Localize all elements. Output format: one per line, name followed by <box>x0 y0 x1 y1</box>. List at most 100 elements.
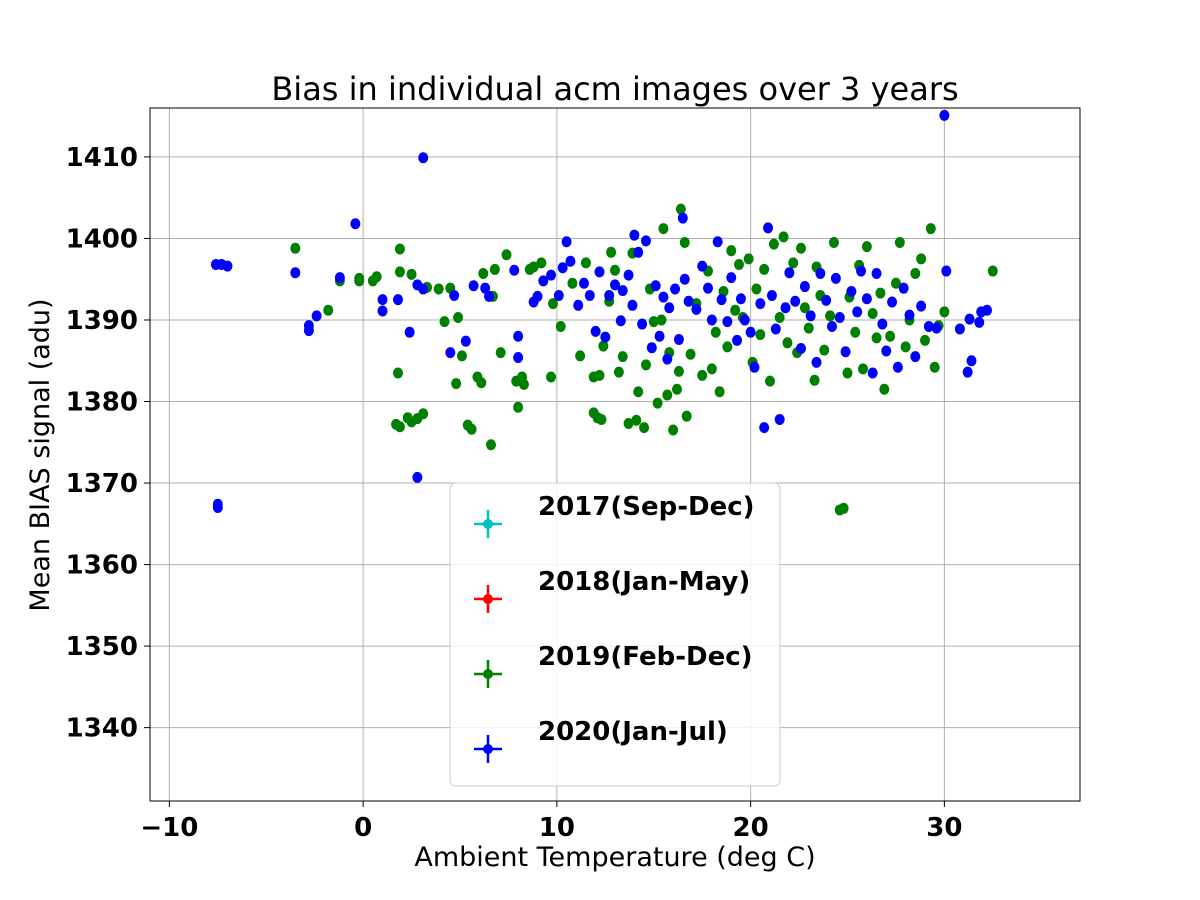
data-point <box>858 363 868 375</box>
data-point <box>394 421 405 433</box>
x-axis-ticks: −10 0 10 20 30 <box>140 801 962 843</box>
data-point <box>654 330 665 342</box>
data-point <box>393 294 403 306</box>
legend-marker-dot <box>483 744 493 754</box>
data-point <box>394 266 405 278</box>
data-point <box>546 371 557 383</box>
data-point <box>303 325 314 337</box>
data-point <box>852 306 863 318</box>
data-point <box>734 259 744 271</box>
data-point <box>404 326 415 338</box>
data-point <box>567 277 578 289</box>
data-point <box>755 298 766 310</box>
data-point <box>553 290 564 302</box>
data-point <box>670 283 681 295</box>
data-point <box>513 330 524 342</box>
data-point <box>780 302 791 314</box>
data-point <box>766 290 777 302</box>
data-point <box>610 264 620 276</box>
chart-title: Bias in individual acm images over 3 yea… <box>271 70 958 108</box>
data-point <box>830 272 841 284</box>
data-point <box>456 350 467 362</box>
data-point <box>623 418 634 430</box>
data-points <box>210 109 998 516</box>
y-tick-label: 1370 <box>66 469 138 499</box>
data-point <box>827 320 837 332</box>
data-point <box>987 265 998 277</box>
data-point <box>894 237 905 249</box>
data-point <box>631 414 642 426</box>
data-point <box>770 323 781 335</box>
data-point <box>290 242 301 254</box>
data-point <box>433 283 444 295</box>
data-point <box>290 267 301 279</box>
data-point <box>484 290 495 302</box>
legend-box <box>449 482 781 787</box>
y-tick-label: 1410 <box>66 143 138 173</box>
data-point <box>439 316 450 328</box>
data-point <box>966 355 977 367</box>
data-point <box>600 331 611 343</box>
data-point <box>489 263 500 275</box>
data-point <box>536 257 547 269</box>
data-point <box>726 272 737 284</box>
data-point <box>929 361 940 373</box>
data-point <box>418 408 429 420</box>
data-point <box>613 366 624 378</box>
data-point <box>445 347 456 359</box>
data-point <box>673 334 684 346</box>
data-point <box>910 351 921 363</box>
data-point <box>212 501 223 513</box>
data-point <box>982 304 992 316</box>
data-point <box>418 152 429 164</box>
data-point <box>821 294 832 306</box>
data-point <box>735 293 746 305</box>
series-2020(Jan-Jul) <box>210 109 992 513</box>
data-point <box>954 323 965 335</box>
data-point <box>881 345 892 357</box>
data-point <box>565 255 576 267</box>
data-point <box>548 298 558 310</box>
data-point <box>904 309 915 321</box>
x-tick-label: 30 <box>926 813 962 843</box>
data-point <box>722 341 733 353</box>
data-point <box>697 260 708 272</box>
data-point <box>598 340 609 352</box>
data-point <box>371 271 382 283</box>
data-point <box>925 223 936 235</box>
legend-marker-dot <box>483 669 493 679</box>
legend-label: 2017(Sep-Dec) <box>538 492 755 522</box>
data-point <box>668 424 679 436</box>
data-point <box>763 222 774 234</box>
data-point <box>920 334 930 346</box>
x-axis-label: Ambient Temperature (deg C) <box>414 842 815 873</box>
data-point <box>604 290 615 302</box>
data-point <box>476 377 487 389</box>
data-point <box>890 277 901 289</box>
data-point <box>406 268 417 280</box>
legend-item: 2018(Jan-May) <box>474 567 750 613</box>
data-point <box>606 246 617 258</box>
data-point <box>716 294 727 306</box>
data-point <box>778 231 789 243</box>
data-point <box>805 310 816 322</box>
data-point <box>480 282 491 294</box>
data-point <box>964 313 975 325</box>
data-point <box>615 315 626 327</box>
data-point <box>962 366 973 378</box>
data-point <box>222 260 233 272</box>
data-point <box>815 268 826 280</box>
data-point <box>877 318 888 330</box>
data-point <box>681 410 692 422</box>
data-point <box>790 295 801 307</box>
data-point <box>809 374 820 386</box>
data-point <box>710 326 721 338</box>
data-point <box>675 203 686 215</box>
data-point <box>656 314 667 326</box>
data-point <box>726 245 737 257</box>
data-point <box>662 353 673 365</box>
data-point <box>714 386 725 398</box>
data-point <box>652 397 663 409</box>
data-point <box>768 238 779 250</box>
data-point <box>850 326 861 338</box>
